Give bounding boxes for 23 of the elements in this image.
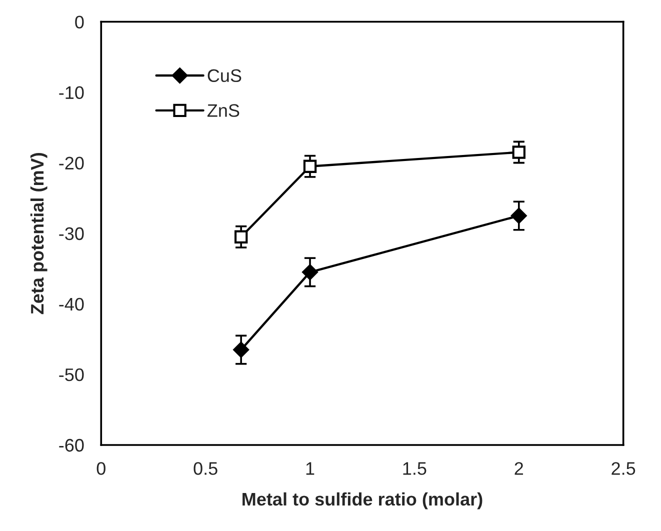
y-tick-label: -30 — [59, 227, 84, 240]
point — [234, 230, 248, 244]
y-tick-label: 0 — [75, 16, 84, 28]
y-tick-label: -50 — [59, 368, 84, 382]
point — [302, 264, 318, 280]
x-axis-title: Metal to sulfide ratio (molar) — [242, 492, 482, 510]
point — [512, 146, 526, 159]
y-axis-title: Zeta potential (mV) — [30, 153, 48, 314]
y-tick-label: -60 — [59, 438, 84, 452]
x-tick-label: 2 — [514, 462, 523, 475]
point — [303, 160, 317, 173]
x-tick-label: 0 — [96, 462, 106, 475]
x-tick-label: 1 — [306, 462, 314, 475]
point — [233, 342, 249, 358]
legend-label: ZnS — [207, 104, 240, 117]
x-tick-label: 1.5 — [403, 462, 426, 475]
x-tick-label: 0.5 — [194, 462, 218, 475]
y-tick-label: -10 — [59, 86, 84, 100]
y-tick-label: -20 — [59, 156, 84, 170]
point — [510, 208, 527, 224]
y-tick-label: -40 — [59, 298, 84, 311]
legend-label: CuS — [208, 69, 242, 82]
x-tick-label: 2.5 — [612, 462, 636, 475]
